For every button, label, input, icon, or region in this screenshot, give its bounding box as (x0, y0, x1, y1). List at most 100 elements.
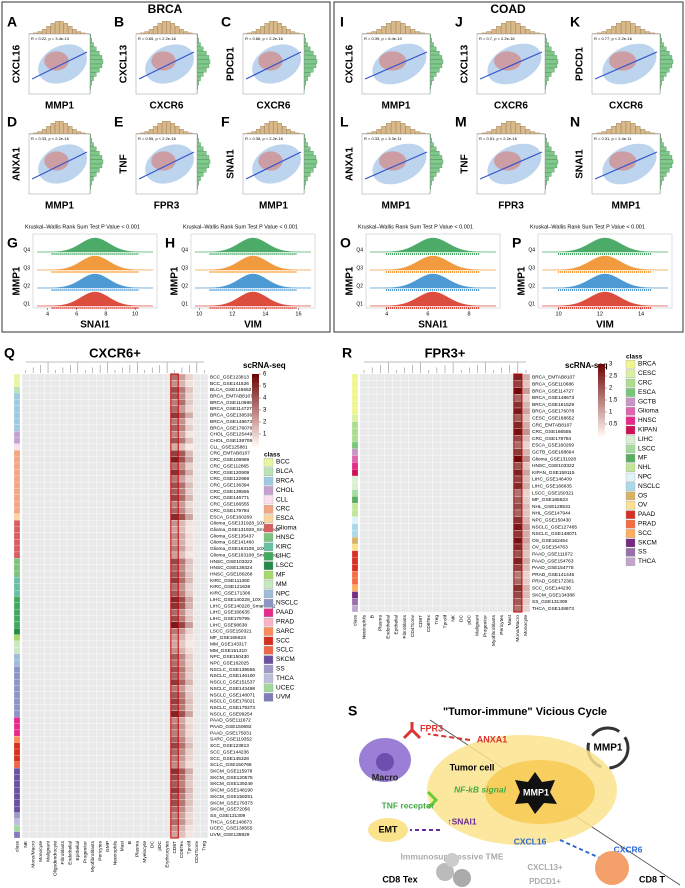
empty-cell (59, 475, 67, 483)
empty-cell (44, 373, 52, 381)
empty-cell (481, 496, 490, 504)
empty-cell (81, 494, 90, 502)
empty-cell (66, 609, 75, 616)
y-axis-label: MMP1 (12, 266, 23, 295)
empty-cell (481, 605, 490, 613)
empty-cell (118, 780, 127, 788)
empty-cell (155, 373, 164, 381)
marginal-hist (68, 26, 73, 35)
row-label: KIRC_GSE111360 (210, 578, 250, 584)
legend-swatch (625, 416, 636, 425)
empty-cell (59, 545, 67, 553)
marginal-hist (76, 131, 82, 135)
legend-swatch (263, 608, 274, 617)
heat-cell (178, 767, 186, 775)
heat-cell (178, 755, 186, 762)
empty-cell (505, 598, 514, 606)
empty-cell (465, 441, 474, 449)
marginal-density (429, 142, 434, 147)
marginal-hist (410, 129, 416, 135)
empty-cell (133, 532, 142, 540)
empty-cell (392, 584, 401, 592)
empty-cell (44, 812, 52, 820)
heat-cell (185, 799, 194, 807)
empty-cell (59, 380, 67, 387)
plot-frame (361, 133, 431, 195)
heatmap-title: CXCR6+ (89, 345, 141, 360)
empty-cell (126, 793, 134, 801)
empty-cell (408, 482, 417, 490)
empty-cell (505, 543, 514, 551)
empty-cell (103, 443, 112, 451)
emt-label: EMT (379, 824, 399, 834)
marginal-hist (161, 121, 167, 135)
empty-cell (432, 571, 442, 579)
marginal-density (196, 150, 207, 156)
scale-step (598, 426, 605, 430)
stat-label: R = 0.22, p = 3.4e-13 (31, 36, 70, 41)
empty-cell (448, 598, 458, 606)
marginal-density (659, 163, 673, 169)
empty-cell (44, 500, 52, 508)
empty-cell (367, 523, 377, 531)
legend-label: GCTB (638, 398, 656, 405)
marginal-density (196, 80, 199, 86)
legend-swatch (625, 519, 636, 529)
empty-cell (126, 678, 134, 686)
legend-label: Glioma (276, 525, 297, 532)
empty-cell (359, 496, 369, 504)
heat-cell (170, 494, 179, 502)
empty-cell (81, 672, 90, 680)
ridge-title: Kruskal–Wallis Rank Sum Test P Value < 0… (25, 224, 140, 230)
empty-cell (96, 621, 104, 629)
empty-cell (29, 596, 38, 603)
empty-cell (59, 539, 67, 546)
empty-cell (66, 431, 75, 438)
empty-cell (66, 481, 75, 489)
empty-cell (481, 394, 490, 402)
empty-cell (392, 598, 401, 606)
empty-cell (432, 441, 442, 449)
heat-cell (170, 431, 179, 438)
empty-cell (408, 523, 417, 531)
empty-cell (73, 424, 82, 432)
empty-cell (456, 407, 466, 415)
empty-cell (376, 414, 385, 422)
legend-swatch (263, 674, 274, 683)
empty-cell (81, 748, 90, 756)
empty-cell (133, 596, 142, 603)
y-axis-label: MMP1 (345, 266, 356, 295)
empty-cell (126, 488, 134, 495)
empty-cell (44, 647, 52, 654)
empty-cell (96, 475, 104, 483)
scale-step (598, 428, 605, 432)
empty-cell (367, 482, 377, 490)
empty-cell (44, 793, 52, 801)
heat-cell (170, 640, 179, 648)
legend-label: LSCC (276, 562, 294, 569)
empty-cell (81, 812, 90, 820)
empty-cell (73, 399, 82, 406)
empty-cell (51, 602, 60, 610)
empty-cell (59, 437, 67, 445)
empty-cell (59, 698, 67, 705)
row-label: BCC_GSE141526 (210, 381, 249, 387)
empty-cell (36, 831, 45, 839)
marginal-hist (415, 131, 421, 135)
empty-cell (384, 516, 393, 524)
empty-cell (66, 640, 75, 648)
empty-cell (133, 450, 142, 457)
empty-cell (59, 799, 67, 807)
empty-cell (51, 589, 60, 597)
empty-cell (416, 509, 425, 517)
empty-cell (440, 509, 450, 517)
empty-cell (432, 584, 442, 592)
empty-cell (400, 530, 409, 538)
empty-cell (81, 437, 90, 445)
empty-cell (400, 414, 409, 422)
empty-cell (103, 500, 112, 508)
empty-cell (155, 793, 164, 801)
empty-cell (126, 481, 134, 489)
marginal-hist (620, 21, 626, 35)
empty-cell (424, 421, 434, 429)
